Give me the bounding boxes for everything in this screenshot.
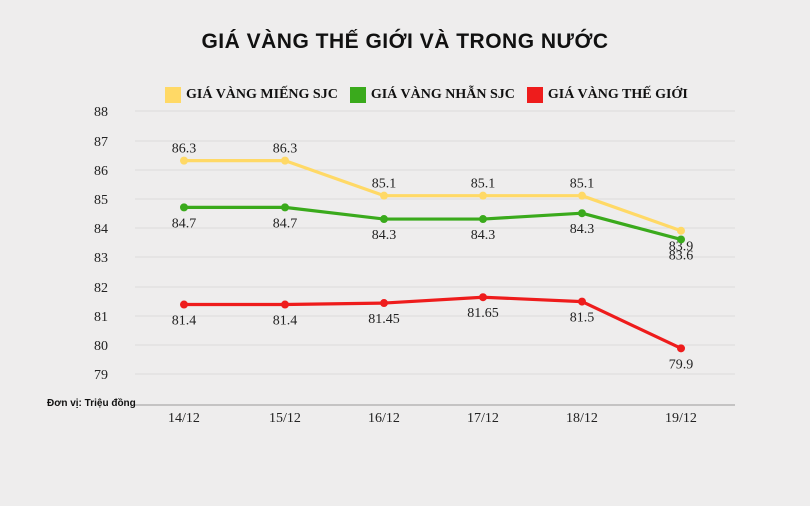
series-line bbox=[182, 295, 683, 350]
data-label: 84.3 bbox=[471, 228, 496, 243]
data-point bbox=[479, 215, 487, 224]
data-label: 83.6 bbox=[669, 248, 694, 263]
data-label: 81.4 bbox=[273, 314, 298, 329]
data-label: 85.1 bbox=[471, 177, 496, 192]
legend-label: GIÁ VÀNG NHẪN SJC bbox=[370, 87, 515, 102]
y-tick-label: 83 bbox=[94, 251, 108, 266]
data-label: 81.5 bbox=[570, 311, 595, 326]
data-label: 84.3 bbox=[372, 228, 397, 243]
y-tick-label: 80 bbox=[94, 339, 108, 354]
y-tick-label: 84 bbox=[94, 222, 108, 237]
data-label: 84.3 bbox=[570, 222, 595, 237]
legend-label: GIÁ VÀNG THẾ GIỚI bbox=[547, 87, 688, 102]
legend-item-sjc-ring: GIÁ VÀNG NHẪN SJC bbox=[349, 87, 515, 103]
y-tick-label: 79 bbox=[94, 368, 108, 383]
data-label: 86.3 bbox=[172, 142, 197, 157]
data-point bbox=[180, 156, 188, 165]
data-label: 85.1 bbox=[372, 177, 397, 192]
x-tick-label: 18/12 bbox=[566, 411, 598, 426]
data-label: 81.4 bbox=[172, 314, 197, 329]
data-label: 81.45 bbox=[368, 312, 400, 327]
data-label: 83.9 bbox=[669, 240, 694, 255]
y-tick-label: 87 bbox=[94, 135, 108, 150]
data-point bbox=[380, 299, 388, 308]
data-label: 81.65 bbox=[467, 306, 499, 321]
data-label: 84.7 bbox=[172, 216, 197, 231]
legend-swatch-yellow bbox=[165, 87, 181, 103]
data-point bbox=[479, 191, 487, 200]
x-tick-label: 17/12 bbox=[467, 411, 499, 426]
legend-swatch-red bbox=[526, 87, 543, 103]
x-tick-label: 19/12 bbox=[665, 411, 697, 426]
legend-label: GIÁ VÀNG MIẾNG SJC bbox=[186, 87, 338, 102]
data-label: 84.7 bbox=[273, 216, 298, 231]
y-tick-label: 86 bbox=[94, 164, 108, 179]
data-point bbox=[380, 215, 388, 224]
data-point bbox=[281, 203, 289, 212]
x-tick-label: 15/12 bbox=[269, 411, 301, 426]
data-label: 85.1 bbox=[570, 177, 595, 192]
legend-item-sjc-bar: GIÁ VÀNG MIẾNG SJC bbox=[165, 87, 338, 103]
data-point bbox=[380, 191, 388, 200]
data-point bbox=[677, 226, 685, 235]
data-point bbox=[578, 297, 586, 306]
series-line bbox=[182, 205, 683, 242]
data-point bbox=[281, 300, 289, 309]
data-point bbox=[281, 156, 289, 165]
data-point bbox=[479, 293, 487, 302]
x-tick-label: 14/12 bbox=[168, 411, 200, 426]
data-point bbox=[578, 209, 586, 218]
y-tick-label: 85 bbox=[94, 193, 108, 208]
data-point bbox=[677, 344, 685, 353]
data-label: 79.9 bbox=[669, 357, 694, 372]
data-point bbox=[578, 191, 586, 200]
chart-title: GIÁ VÀNG THẾ GIỚI VÀ TRONG NƯỚC bbox=[201, 30, 609, 53]
data-point bbox=[180, 300, 188, 309]
unit-note: Đơn vị: Triệu đồng bbox=[47, 398, 136, 409]
data-label: 86.3 bbox=[273, 142, 298, 157]
data-point bbox=[180, 203, 188, 212]
y-tick-label: 82 bbox=[94, 281, 108, 296]
data-point bbox=[677, 235, 685, 244]
y-tick-label: 81 bbox=[94, 310, 108, 325]
legend: GIÁ VÀNG MIẾNG SJC GIÁ VÀNG NHẪN SJC GIÁ… bbox=[165, 87, 688, 103]
series-line bbox=[182, 159, 683, 233]
y-tick-label: 88 bbox=[94, 105, 108, 120]
legend-item-world: GIÁ VÀNG THẾ GIỚI bbox=[526, 87, 688, 103]
legend-swatch-green bbox=[349, 87, 366, 103]
x-tick-label: 16/12 bbox=[368, 411, 400, 426]
